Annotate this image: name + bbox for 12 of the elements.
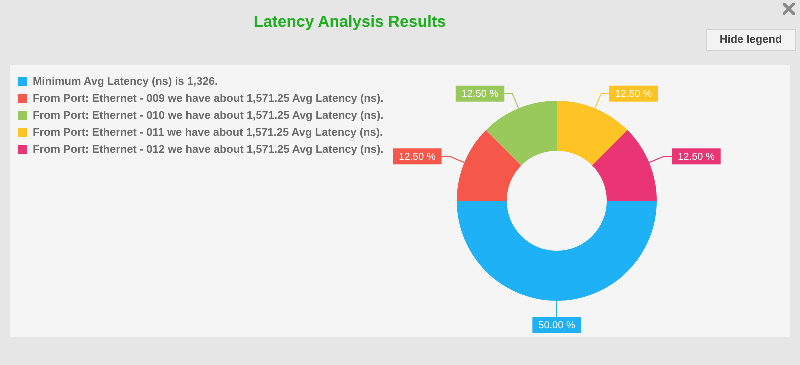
legend-label: From Port: Ethernet - 011 we have about 1,571.25 Avg Latency (ns). [33, 126, 384, 138]
data-label: 12.50 % [399, 152, 436, 163]
legend-label: From Port: Ethernet - 012 we have about 1,571.25 Avg Latency (ns). [33, 144, 384, 156]
legend-label: From Port: Ethernet - 009 we have about 1,571.25 Avg Latency (ns). [33, 92, 384, 104]
data-label: 12.50 % [678, 152, 715, 163]
legend-label: From Port: Ethernet - 010 we have about 1,571.25 Avg Latency (ns). [33, 110, 384, 122]
data-label: 50.00 % [538, 320, 576, 332]
text: Hide legend [706, 29, 796, 51]
chart-title: Latency Analysis Results [252, 14, 448, 32]
data-label: 12.50 % [615, 89, 652, 100]
legend-label: Minimum Avg Latency (ns) is 1,326. [33, 76, 218, 88]
data-label: 12.50 % [462, 89, 499, 100]
